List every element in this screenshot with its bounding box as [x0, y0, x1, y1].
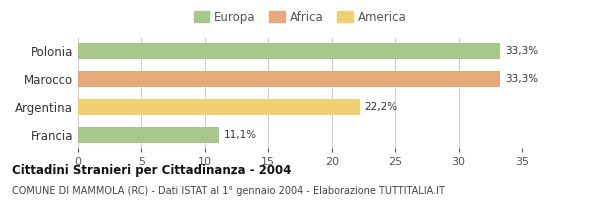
Text: 33,3%: 33,3%	[506, 74, 539, 84]
Text: COMUNE DI MAMMOLA (RC) - Dati ISTAT al 1° gennaio 2004 - Elaborazione TUTTITALIA: COMUNE DI MAMMOLA (RC) - Dati ISTAT al 1…	[12, 186, 445, 196]
Text: 11,1%: 11,1%	[224, 130, 257, 140]
Text: 33,3%: 33,3%	[506, 46, 539, 56]
Text: Cittadini Stranieri per Cittadinanza - 2004: Cittadini Stranieri per Cittadinanza - 2…	[12, 164, 292, 177]
Bar	[78, 71, 500, 87]
Legend: Europa, Africa, America: Europa, Africa, America	[189, 6, 411, 28]
Bar	[78, 127, 219, 143]
Bar	[78, 43, 500, 59]
Text: 22,2%: 22,2%	[365, 102, 398, 112]
Bar	[78, 99, 359, 115]
